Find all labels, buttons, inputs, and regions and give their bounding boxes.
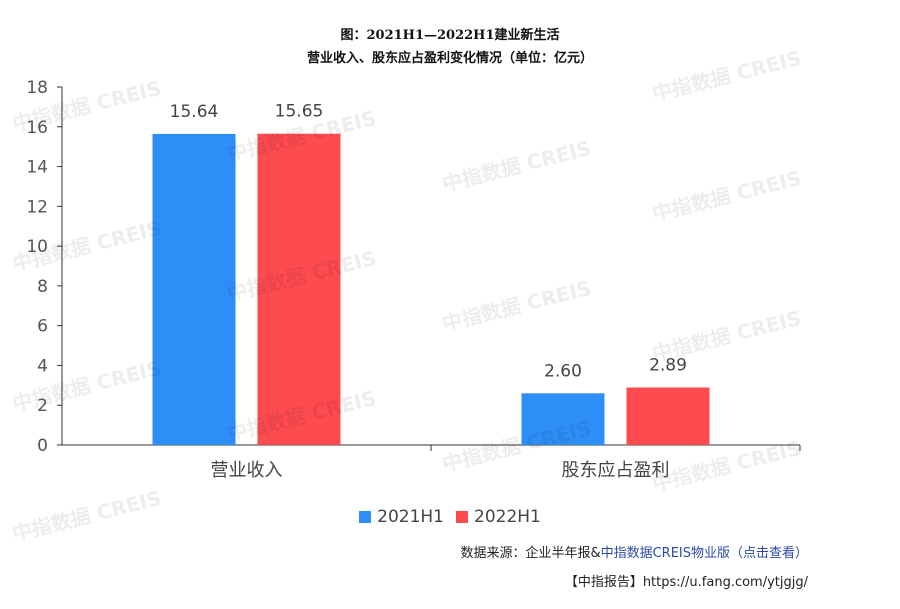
y-tick-label: 4 bbox=[37, 356, 48, 376]
bar-chart: 0 2 4 6 8 10 12 14 16 18 15.64 15.65 营业收入 2.60 2.89 股东应… bbox=[26, 78, 801, 481]
y-tick-label: 0 bbox=[37, 436, 48, 456]
x-category-label: 营业收入 bbox=[211, 460, 283, 481]
data-label: 15.64 bbox=[170, 102, 219, 122]
y-tick-label: 6 bbox=[37, 317, 48, 337]
y-tick-label: 18 bbox=[26, 78, 48, 98]
y-tick-label: 10 bbox=[26, 237, 48, 257]
report-link[interactable]: 【中指报告】https://u.fang.com/ytjgjg/ bbox=[564, 575, 808, 590]
bar-2022h1-1 bbox=[626, 387, 710, 445]
y-tick-label: 14 bbox=[26, 158, 48, 178]
bar-2022h1-0 bbox=[257, 133, 341, 445]
chart-title-line1: 图：2021H1—2022H1建业新生活 bbox=[340, 28, 560, 43]
legend-label-2022h1: 2022H1 bbox=[474, 507, 541, 527]
y-tick-label: 12 bbox=[26, 197, 48, 217]
source-prefix: 数据来源：企业半年报& bbox=[460, 546, 601, 561]
y-tick-label: 2 bbox=[37, 396, 48, 416]
legend-label-2021h1: 2021H1 bbox=[377, 507, 444, 527]
legend-item-2022h1: 2022H1 bbox=[456, 507, 541, 527]
data-label: 2.89 bbox=[649, 356, 687, 376]
legend-swatch-2022h1 bbox=[456, 511, 468, 523]
y-tick-label: 16 bbox=[26, 118, 48, 138]
legend-swatch-2021h1 bbox=[359, 511, 372, 523]
bar-2021h1-1 bbox=[521, 393, 605, 445]
data-label: 15.65 bbox=[275, 102, 324, 122]
x-category-label: 股东应占盈利 bbox=[562, 460, 670, 481]
source-link[interactable]: 中指数据CREIS物业版（点击查看） bbox=[600, 546, 808, 561]
y-tick-label: 8 bbox=[37, 277, 48, 297]
data-label: 2.60 bbox=[544, 361, 582, 381]
chart-title-line2: 营业收入、股东应占盈利变化情况（单位：亿元） bbox=[306, 51, 593, 66]
chart-legend: 2021H1 2022H1 bbox=[0, 507, 900, 527]
data-source: 数据来源：企业半年报&中指数据CREIS物业版（点击查看） bbox=[460, 542, 808, 561]
legend-item-2021h1: 2021H1 bbox=[359, 507, 444, 527]
bar-2021h1-0 bbox=[152, 133, 236, 445]
